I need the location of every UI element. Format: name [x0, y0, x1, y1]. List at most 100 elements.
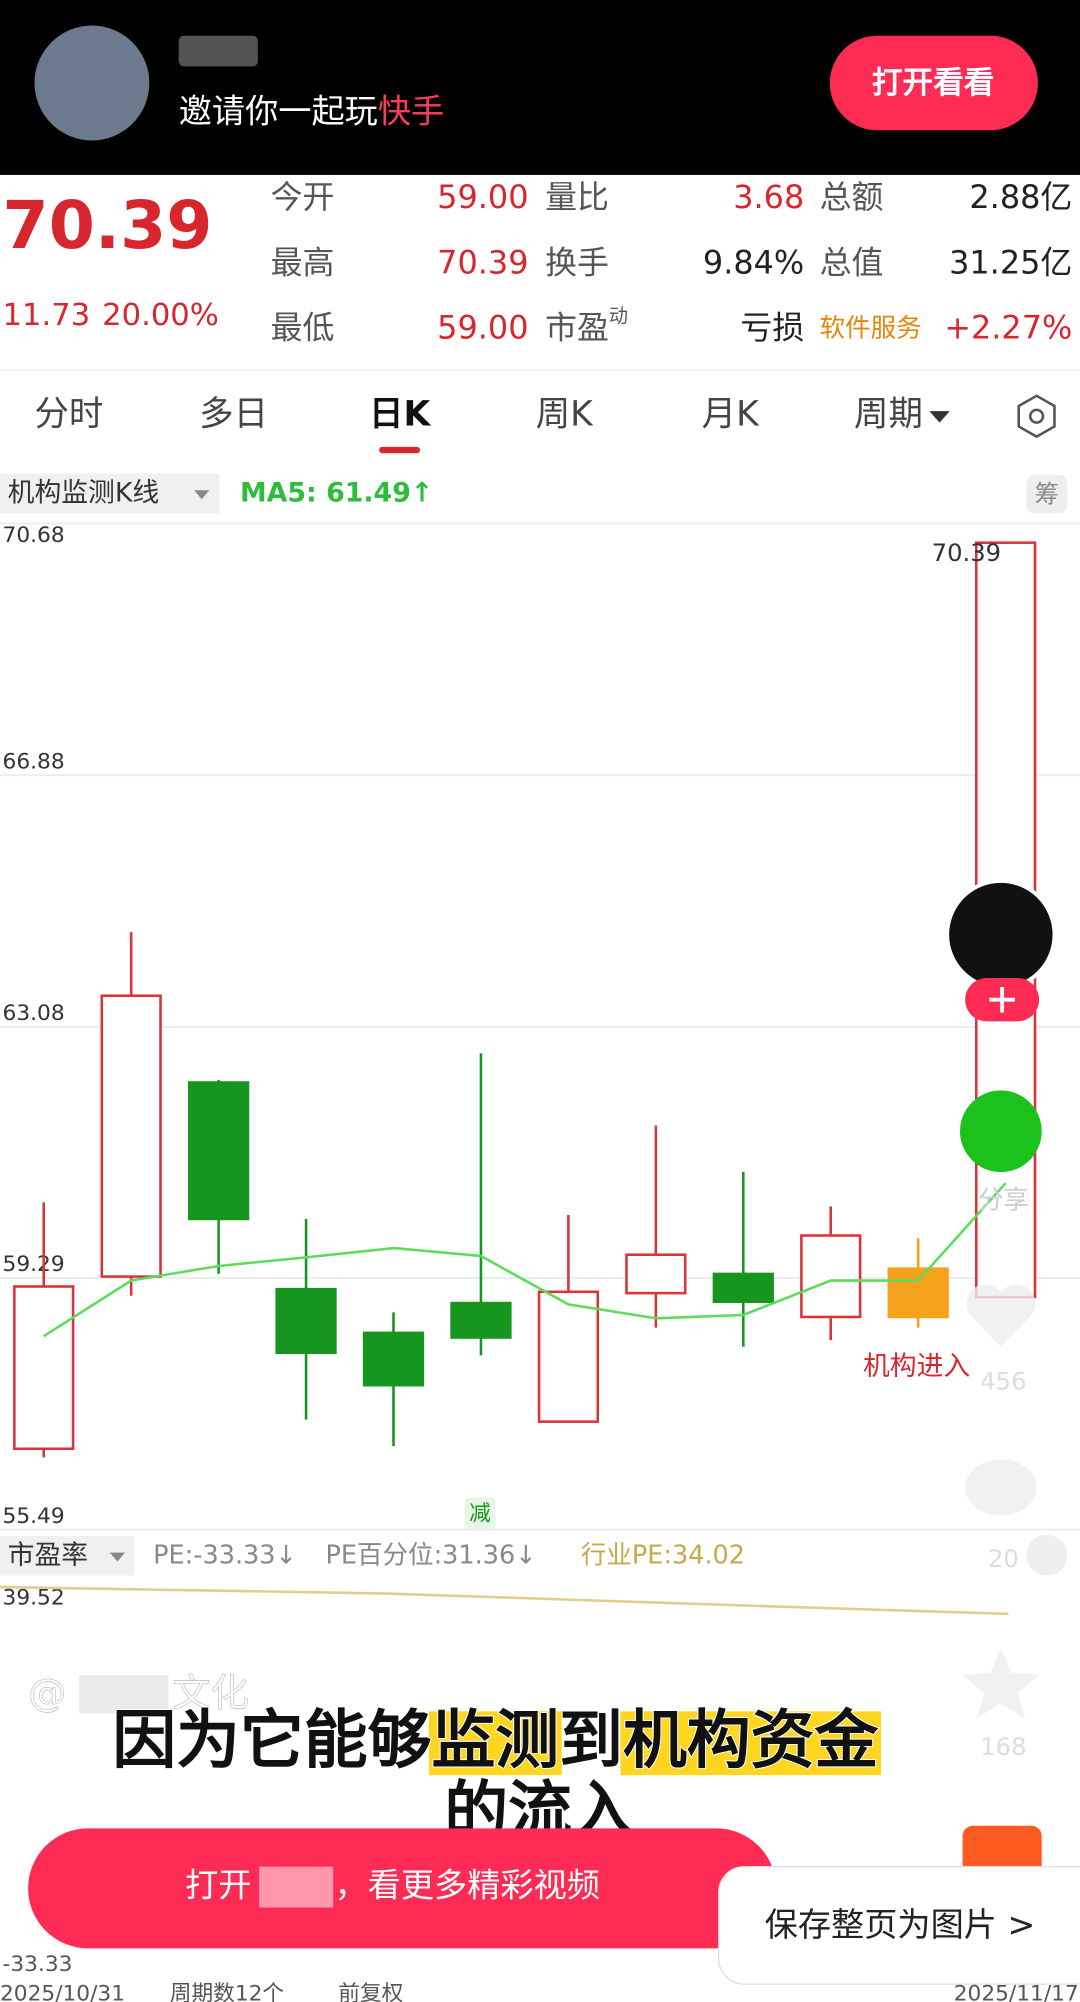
author-suffix: 文化: [172, 1671, 249, 1716]
dropdown-arrow: [929, 411, 950, 423]
quote-label-text: 最低: [271, 308, 335, 346]
quote-label: 量比: [545, 178, 609, 216]
open-button-label[interactable]: 打开看看: [872, 66, 995, 101]
open-prefix[interactable]: 打开: [185, 1866, 251, 1905]
tab[interactable]: 周K: [536, 395, 594, 435]
y-tick-label: 66.88: [3, 749, 65, 774]
tab-indicator: [379, 446, 420, 454]
like-count: 456: [980, 1367, 1026, 1396]
quote-value: 9.84%: [703, 243, 804, 281]
change-pct: 20.00%: [102, 298, 219, 333]
tab[interactable]: 日K: [369, 395, 431, 435]
quote-label: 总值: [820, 243, 884, 281]
open-button[interactable]: [829, 35, 1038, 131]
candle-body: [625, 1253, 687, 1295]
tab[interactable]: 周期: [854, 395, 923, 435]
pe-percentile: PE百分位:31.36↓: [326, 1540, 537, 1570]
app-name: 快手: [378, 91, 444, 130]
pe-line: [0, 1585, 1009, 1616]
invite-text: 邀请你一起玩快手: [179, 91, 444, 130]
indicator-name[interactable]: 机构监测K线: [8, 478, 160, 509]
tab[interactable]: 分时: [34, 395, 103, 435]
candle-body: [187, 1081, 250, 1221]
author-avatar[interactable]: [945, 879, 1057, 991]
pe-selector-label[interactable]: 市盈率: [8, 1540, 88, 1571]
quote-label: 最高: [271, 243, 335, 281]
dropdown-arrow: [109, 1552, 126, 1562]
pe-top: 39.52: [3, 1586, 65, 1611]
save-popup[interactable]: [718, 1866, 1080, 1985]
save-label[interactable]: 保存整页为图片 >: [765, 1905, 1036, 1944]
blurred-app: [259, 1866, 334, 1908]
quote-value: 3.68: [733, 178, 804, 216]
app-logo[interactable]: [962, 1825, 1042, 1877]
y-tick-label: 55.49: [3, 1504, 65, 1529]
follow-plus: [989, 986, 1015, 1013]
blurred-username: [178, 35, 258, 67]
pe-value: PE:-33.33↓: [153, 1540, 297, 1570]
tab[interactable]: 月K: [702, 395, 760, 435]
candle-body: [450, 1301, 512, 1339]
ma-line: [43, 1182, 1007, 1338]
dropdown-arrow: [194, 490, 210, 500]
candle-body: [800, 1234, 862, 1319]
favorite-count: 168: [980, 1732, 1026, 1761]
caption-part: 监测: [431, 1704, 559, 1778]
quote-label: 软件服务: [820, 313, 922, 343]
quote-label-sup: 动: [609, 304, 628, 327]
quote-value: 70.39: [437, 243, 528, 281]
chip-label[interactable]: 筹: [1035, 479, 1059, 508]
x-start: 2025/10/31: [0, 1981, 125, 2002]
quote-value: 31.25亿: [949, 243, 1072, 281]
quote-value: 59.00: [437, 178, 528, 216]
more-dots[interactable]: ...: [28, 1761, 52, 1791]
open-suffix[interactable]: ，看更多精彩视频: [334, 1866, 599, 1905]
caption-part: 到: [559, 1704, 623, 1778]
candle-body: [537, 1290, 600, 1423]
signal-label: 机构进入: [863, 1351, 970, 1382]
candle-body: [275, 1287, 337, 1355]
quote-label-text: 最高: [271, 243, 335, 281]
avatar: [34, 25, 150, 141]
favorite-icon[interactable]: [962, 1647, 1040, 1719]
change: 11.73: [3, 298, 91, 333]
settings-icon-dot: [1028, 408, 1045, 424]
settings-icon[interactable]: [1017, 394, 1056, 439]
caption-highlights: [428, 1711, 881, 1776]
quote-label-text: 今开: [271, 178, 335, 216]
like-icon[interactable]: [966, 1284, 1036, 1348]
wechat-share[interactable]: [960, 1090, 1042, 1173]
caption-part: 因为它能够: [112, 1704, 431, 1778]
quote-label-text: 总值: [820, 243, 884, 281]
pe-selector[interactable]: [0, 1535, 135, 1576]
share-label: 分享: [978, 1185, 1029, 1215]
open-app-button[interactable]: [28, 1828, 777, 1949]
max-label: 70.39: [932, 538, 1001, 567]
ma-label: MA5: 61.49↑: [240, 478, 433, 509]
tab[interactable]: 多日: [199, 395, 268, 435]
quote-value: +2.27%: [944, 308, 1072, 346]
y-tick-label: 70.68: [3, 523, 65, 548]
comment-icon[interactable]: [965, 1459, 1037, 1516]
industry-pe: 行业PE:34.02: [581, 1540, 745, 1570]
quote-value: 2.88亿: [969, 178, 1072, 216]
candle-body: [362, 1331, 425, 1387]
invite: 邀请你一起玩: [179, 91, 378, 130]
quote-label-text: 软件服务: [820, 313, 922, 343]
expand-icon[interactable]: [1026, 1534, 1068, 1576]
author-at: @: [28, 1671, 66, 1716]
comment-count: 20: [988, 1544, 1019, 1573]
indicator-selector[interactable]: [0, 473, 220, 514]
caption-highlight: [620, 1711, 881, 1776]
quote-label-text: 量比: [545, 178, 609, 216]
quote-label: 最低: [271, 308, 335, 346]
marker: 减: [469, 1501, 491, 1526]
chip-button[interactable]: [1026, 474, 1068, 514]
blurred-author: [79, 1675, 169, 1714]
caption-highlight: [428, 1711, 562, 1776]
y-tick-label: 59.29: [3, 1252, 65, 1277]
marker-box: [464, 1497, 496, 1529]
y-tick-label: 63.08: [3, 1001, 65, 1026]
